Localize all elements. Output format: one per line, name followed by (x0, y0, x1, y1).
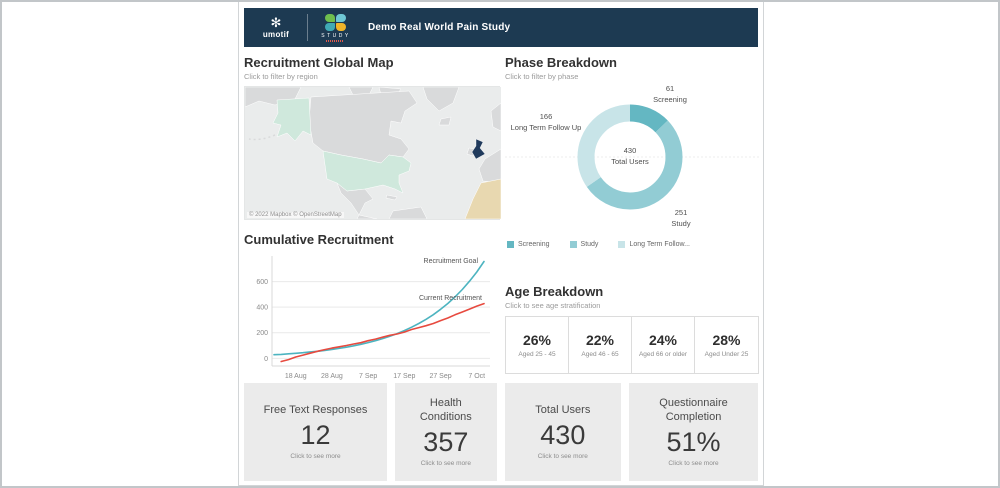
y-tick-label: 600 (256, 279, 268, 286)
study-logo-text: STUDY (321, 32, 351, 39)
x-tick-label: 7 Sep (359, 373, 377, 380)
donut-label-screening: 61 Screening (633, 83, 707, 106)
donut-segment-study[interactable] (577, 104, 683, 210)
kpi-card-health-conditions[interactable]: Health Conditions 357 Click to see more (395, 383, 497, 481)
legend-item-study[interactable]: Study (569, 241, 598, 248)
study-label: Study (671, 219, 691, 229)
x-tick-label: 28 Aug (321, 373, 343, 380)
legend-item-ltfu[interactable]: Long Term Follow... (618, 241, 690, 248)
chart-tick-labels: 0 200 400 600 18 Aug 28 Aug 7 Sep 17 Sep 27 Sep 7… (256, 279, 485, 380)
study-value: 251 (674, 208, 688, 217)
age-cell-under-25[interactable]: 28% Aged Under 25 (704, 332, 749, 358)
age-cell-66-older[interactable]: 24% Aged 66 or older (632, 317, 695, 373)
umotif-brand-text: umotif (262, 30, 290, 39)
study-swatch (569, 241, 577, 248)
umotif-flower-icon: ✻ (270, 15, 282, 30)
total-users-label: Total Users (611, 157, 649, 167)
map-region-greenland (422, 86, 460, 112)
phase-donut-svg (505, 104, 759, 210)
chart-series (273, 260, 485, 363)
age-cell-46-65[interactable]: 22% Aged 46 - 65 (569, 317, 632, 373)
cumulative-section-title: Cumulative Recruitment (244, 232, 394, 247)
map-region-siberia (244, 86, 302, 108)
map-region-alaska-highlighted[interactable] (272, 97, 312, 142)
chart-gridlines (272, 281, 490, 359)
age-breakdown-table: 26% Aged 25 - 45 22% Aged 46 - 65 24% Ag… (505, 316, 759, 374)
screening-label: Screening (653, 95, 687, 105)
screening-value: 61 (665, 84, 675, 93)
umotif-logo: ✻ umotif (255, 16, 297, 39)
age-section-title: Age Breakdown (505, 284, 604, 299)
map-region-iceland (438, 116, 452, 126)
donut-label-ltfu: 166 Long Term Follow Up (501, 111, 591, 134)
age-cell-25-45[interactable]: 26% Aged 25 - 45 (506, 317, 569, 373)
legend-item-screening[interactable]: Screening (507, 241, 550, 248)
study-logo: STUDY (318, 13, 352, 42)
dashboard-header: ✻ umotif STUDY Demo Real World Pain Stud… (244, 8, 758, 47)
goal-series-label: Recruitment Goal (424, 258, 479, 265)
series-line-recruitment-goal[interactable] (273, 260, 485, 356)
study-pinwheel-icon (324, 13, 346, 31)
cumulative-chart: 0 200 400 600 18 Aug 28 Aug 7 Sep 17 Sep 27 Sep 7… (244, 250, 500, 387)
ltfu-label: Long Term Follow Up (510, 123, 582, 133)
donut-center-label: 430 Total Users (587, 145, 673, 168)
kpi-row: Free Text Responses 12 Click to see more… (244, 383, 758, 481)
phase-section-title: Phase Breakdown (505, 55, 617, 70)
recruitment-map[interactable]: © 2022 Mapbox © OpenStreetMap (244, 86, 502, 220)
map-region-caribbean (385, 194, 398, 201)
map-region-canada (308, 90, 418, 164)
current-series-label: Current Recruitment (419, 295, 482, 302)
x-tick-label: 7 Oct (468, 373, 485, 380)
map-region-uk-highlighted[interactable] (471, 138, 486, 160)
header-divider (307, 14, 308, 41)
map-region-ireland (466, 147, 475, 157)
donut-label-study: 251 Study (643, 207, 719, 230)
map-section-subtitle: Click to filter by region (244, 72, 318, 81)
map-region-usa-highlighted[interactable] (322, 150, 412, 194)
y-tick-label: 200 (256, 330, 268, 337)
series-line-current-recruitment[interactable] (280, 302, 485, 363)
phase-legend: Screening Study Long Term Follow... (507, 241, 759, 248)
world-map-svg (244, 86, 502, 220)
dashboard-title: Demo Real World Pain Study (368, 22, 511, 33)
ltfu-swatch (618, 241, 626, 248)
cumulative-chart-svg[interactable]: 0 200 400 600 18 Aug 28 Aug 7 Sep 17 Sep 27 Sep 7… (244, 250, 500, 382)
x-tick-label: 27 Sep (429, 373, 451, 380)
age-section-subtitle: Click to see age stratification (505, 301, 601, 310)
phase-donut-chart: 61 Screening 166 Long Term Follow Up 251… (505, 83, 759, 235)
kpi-card-free-text-responses[interactable]: Free Text Responses 12 Click to see more (244, 383, 388, 481)
screening-swatch (507, 241, 514, 248)
kpi-card-questionnaire-completion[interactable]: Questionnaire Completion 51% Click to se… (629, 383, 758, 481)
ltfu-value: 166 (539, 112, 553, 121)
right-column: Phase Breakdown Click to filter by phase… (505, 47, 759, 374)
y-tick-label: 0 (264, 356, 268, 363)
study-logo-subtext-decoration (326, 39, 344, 42)
left-column: Recruitment Global Map Click to filter b… (244, 47, 502, 387)
dashboard: ✻ umotif STUDY Demo Real World Pain Stud… (238, 2, 764, 486)
donut-segment-long-term-follow-up[interactable] (577, 104, 683, 210)
total-users-value: 430 (623, 146, 637, 155)
kpi-card-total-users[interactable]: Total Users 430 Click to see more (504, 383, 622, 481)
x-tick-label: 18 Aug (285, 373, 307, 380)
map-section-title: Recruitment Global Map (244, 55, 394, 70)
phase-section-subtitle: Click to filter by phase (505, 72, 579, 81)
map-attribution[interactable]: © 2022 Mapbox © OpenStreetMap (247, 212, 344, 218)
x-tick-label: 17 Sep (393, 373, 415, 380)
y-tick-label: 400 (256, 305, 268, 312)
